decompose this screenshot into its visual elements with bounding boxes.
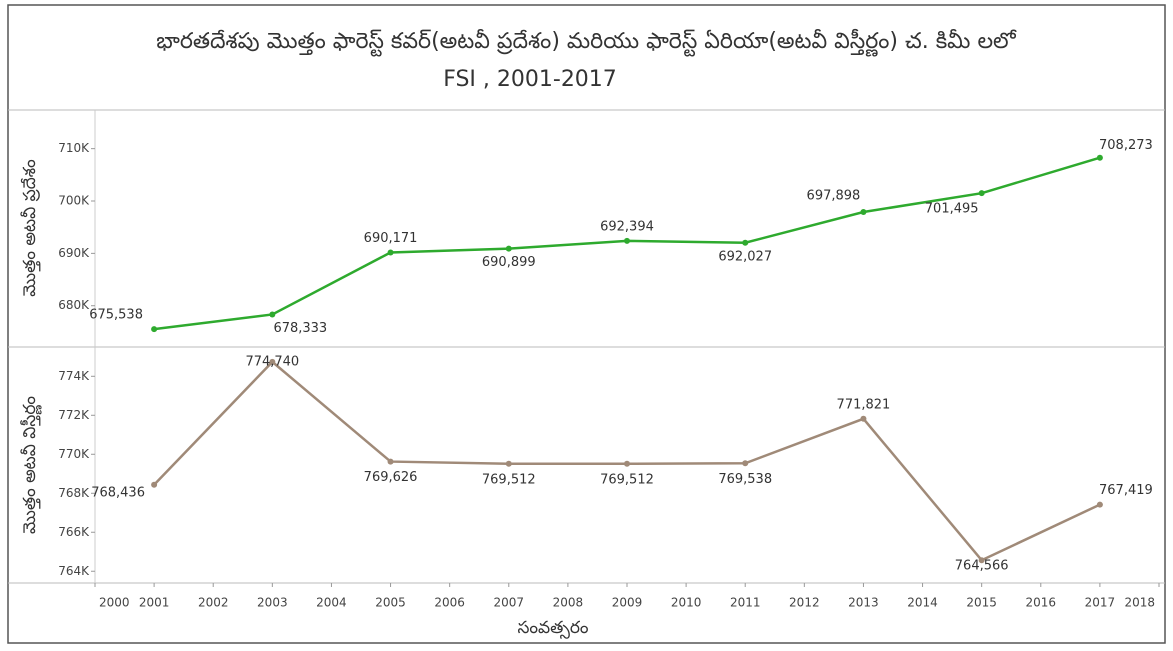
- data-label: 692,027: [718, 249, 772, 264]
- data-label: 764,566: [955, 559, 1009, 574]
- point: [269, 311, 276, 318]
- x-tick-label: 2011: [730, 596, 761, 610]
- y-axis-label: మొత్తం అటవీ విస్తీర్ణం: [20, 396, 42, 534]
- data-label: 690,171: [364, 231, 418, 246]
- point: [860, 415, 867, 422]
- point: [151, 326, 158, 333]
- x-tick-label: 2008: [553, 596, 584, 610]
- y-tick-label: 770K: [58, 447, 90, 461]
- x-tick-label: 2002: [198, 596, 229, 610]
- data-label: 774,740: [245, 354, 299, 369]
- x-axis-label: సంవత్సరం: [517, 618, 588, 639]
- x-tick-label: 2001: [139, 596, 170, 610]
- data-label: 678,333: [273, 321, 327, 336]
- point: [624, 460, 630, 467]
- x-tick-label: 2015: [966, 596, 997, 610]
- data-label: 769,538: [718, 472, 772, 487]
- y-tick-label: 768K: [58, 486, 90, 500]
- point: [1096, 501, 1103, 508]
- data-label: 768,436: [91, 485, 145, 500]
- point: [151, 481, 158, 488]
- x-tick-label: 2012: [789, 596, 820, 610]
- x-tick-label: 2009: [612, 596, 643, 610]
- data-label: 708,273: [1099, 138, 1153, 153]
- frame: [7, 4, 1166, 644]
- data-label: 697,898: [807, 189, 861, 204]
- x-tick-label: 2014: [907, 596, 938, 610]
- data-label: 701,495: [925, 202, 979, 217]
- y-tick-label: 710K: [58, 141, 90, 155]
- point: [742, 239, 749, 246]
- x-tick-label: 2004: [316, 596, 347, 610]
- point: [978, 557, 985, 564]
- point: [387, 458, 394, 465]
- chart-subtitle: FSI , 2001-2017: [443, 67, 617, 92]
- y-tick-label: 680K: [58, 298, 90, 312]
- point: [742, 460, 749, 467]
- x-tick-label: 2005: [375, 596, 406, 610]
- data-label: 675,538: [89, 308, 143, 323]
- x-tick-label: 2017: [1085, 596, 1116, 610]
- data-label: 690,899: [482, 255, 536, 270]
- x-tick-label: 2018: [1124, 596, 1155, 610]
- data-label: 692,394: [600, 219, 654, 234]
- point: [269, 358, 276, 365]
- point: [978, 190, 985, 197]
- point: [1096, 154, 1103, 161]
- data-label: 767,419: [1099, 483, 1153, 498]
- y-tick-label: 766K: [58, 525, 90, 539]
- point: [505, 245, 512, 252]
- data-label: 771,821: [837, 397, 891, 412]
- y-tick-label: 700K: [58, 194, 90, 208]
- y-axis-label: మొత్తం అటవీ ప్రదేశం: [20, 159, 41, 297]
- x-tick-label: 2010: [671, 596, 702, 610]
- x-tick-label: 2003: [257, 596, 288, 610]
- y-tick-label: 774K: [58, 369, 90, 383]
- x-tick-label: 2016: [1026, 596, 1057, 610]
- y-tick-label: 690K: [58, 246, 90, 260]
- point: [860, 209, 867, 216]
- data-label: 769,626: [364, 470, 418, 485]
- chart-title: భారతదేశపు మొత్తం ఫారెస్ట్ కవర్(అటవీ ప్రద…: [156, 28, 1017, 57]
- x-tick-label: 2000: [99, 596, 130, 610]
- x-tick-label: 2013: [848, 596, 879, 610]
- x-tick-label: 2006: [434, 596, 465, 610]
- x-tick-label: 2007: [494, 596, 525, 610]
- data-label: 769,512: [482, 472, 536, 487]
- point: [505, 460, 512, 467]
- y-tick-label: 764K: [58, 564, 90, 578]
- y-tick-label: 772K: [58, 408, 90, 422]
- point: [624, 237, 630, 244]
- data-label: 769,512: [600, 472, 654, 487]
- point: [387, 249, 394, 256]
